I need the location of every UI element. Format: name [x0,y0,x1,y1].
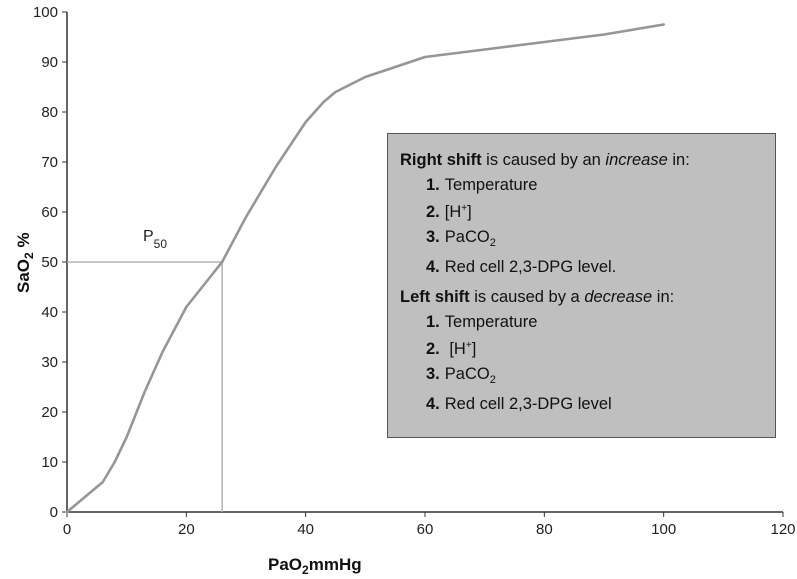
left-shift-item: 1. Temperature [426,312,538,331]
x-tick-label: 20 [178,521,195,538]
shift-info-box: Right shift is caused by an increase in:… [387,133,776,438]
tick-labels: 0 20 40 60 80 100 120 0 10 20 30 40 50 60 70 80 90 100 [33,4,796,538]
y-tick-label: 70 [41,154,58,171]
y-tick-label: 10 [41,454,58,471]
y-tick-label: 80 [41,104,58,121]
left-shift-list: 1. Temperature 2. [H+] 3. PaCO2 4. Red cell… [400,310,775,417]
right-shift-item: 4. Red cell 2,3-DPG level. [426,258,617,277]
x-tick-label: 120 [770,521,795,538]
left-shift-item: 3. PaCO2 [426,364,496,386]
p50-reference-lines [67,261,223,512]
x-axis-title: PaO2mmHg [268,555,362,577]
left-shift-item: 2. [H+] [426,340,477,359]
y-axis-title: SaO2 % [14,232,36,293]
series-line-0 [65,23,666,514]
right-shift-heading: Right shift is caused by an increase in: [400,151,690,169]
x-tick-label: 100 [651,521,676,538]
right-shift-item: 1. Temperature [426,175,538,194]
x-tick-label: 0 [63,521,71,538]
x-tick-label: 40 [297,521,314,538]
left-shift-heading: Left shift is caused by a decrease in: [400,287,675,306]
x-tick-label: 80 [536,521,553,538]
y-tick-label: 50 [41,254,58,271]
p50-label: P50 [143,228,167,251]
y-tick-label: 90 [41,54,58,71]
y-tick-label: 20 [41,404,58,421]
y-tick-label: 100 [33,4,58,21]
y-tick-label: 40 [41,304,58,321]
right-shift-item: 2. [H+] [426,203,472,222]
right-shift-item: 3. PaCO2 [426,227,496,249]
x-tick-label: 60 [417,521,434,538]
right-shift-list: 1. Temperature 2. [H+] 3. PaCO2 4. Red cell … [400,173,775,280]
y-tick-label: 30 [41,354,58,371]
series-group [65,23,666,514]
left-shift-item: 4. Red cell 2,3-DPG level [426,395,612,414]
y-tick-label: 60 [41,204,58,221]
y-tick-label: 0 [50,504,58,521]
